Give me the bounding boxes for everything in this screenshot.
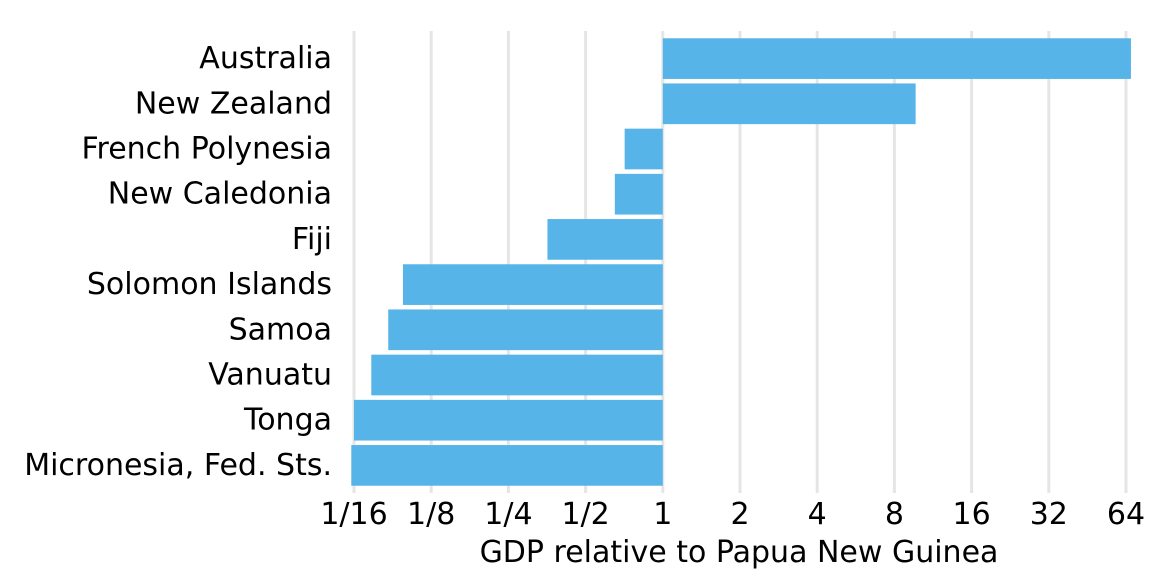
bar-2: [624, 128, 663, 170]
x-axis-title: GDP relative to Papua New Guinea: [480, 535, 999, 570]
bar-0: [662, 38, 1131, 79]
bar-5: [402, 264, 663, 305]
x-tick-label-2: 1/4: [484, 497, 532, 532]
x-tick-label-7: 8: [885, 497, 904, 532]
bar-4: [547, 219, 663, 260]
bar-3: [614, 173, 663, 215]
category-label-1: New Zealand: [135, 86, 332, 121]
x-tick-label-8: 16: [953, 497, 991, 532]
category-label-6: Samoa: [229, 312, 332, 347]
x-tick-labels: 1/16 1/8 1/4 1/2 1 2 4 8 16 32 64: [320, 497, 1145, 532]
x-tick-label-10: 64: [1107, 497, 1145, 532]
x-tick-label-9: 32: [1030, 497, 1068, 532]
x-tick-label-4: 1: [653, 497, 672, 532]
category-label-0: Australia: [199, 41, 332, 76]
x-tick-label-1: 1/8: [407, 497, 455, 532]
x-tick-label-0: 1/16: [320, 497, 387, 532]
category-label-5: Solomon Islands: [87, 267, 332, 302]
category-label-9: Micronesia, Fed. Sts.: [24, 448, 332, 483]
x-tick-label-3: 1/2: [561, 497, 609, 532]
category-label-2: French Polynesia: [81, 132, 332, 167]
bar-8: [354, 399, 663, 441]
bar-1: [662, 83, 916, 125]
bars: [351, 38, 1131, 486]
bar-9: [351, 445, 663, 486]
category-label-8: Tonga: [243, 403, 332, 438]
category-labels: Australia New Zealand French Polynesia New …: [24, 41, 332, 483]
x-tick-label-6: 4: [808, 497, 827, 532]
bar-6: [388, 309, 663, 351]
x-tick-label-5: 2: [730, 497, 749, 532]
bar-7: [371, 354, 663, 396]
category-label-4: Fiji: [292, 222, 332, 257]
category-label-3: New Caledonia: [108, 177, 332, 212]
category-label-7: Vanuatu: [208, 358, 332, 393]
